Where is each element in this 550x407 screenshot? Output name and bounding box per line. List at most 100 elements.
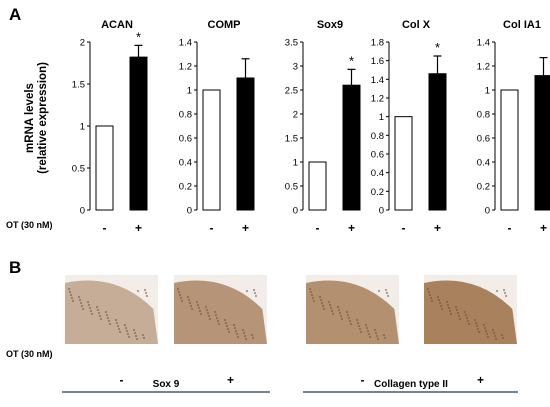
y-tick-label: 0 [379, 206, 384, 217]
cell-dot [115, 321, 119, 325]
y-tick-label: 1.4 [179, 38, 192, 49]
histology-image-1 [65, 275, 158, 344]
image-condition-label: + [477, 373, 484, 387]
y-tick-label: 0 [293, 206, 298, 217]
y-tick-label: 0.2 [477, 182, 490, 193]
cell-dot [382, 333, 386, 337]
y-tick-label: 0.5 [285, 182, 298, 193]
cell-dot [373, 328, 377, 332]
cell-dot [346, 313, 350, 317]
chart-3: Sox9 0 0.5 1 1.5 2 2.5 3 3.5 - * + [285, 19, 361, 235]
histology-image-4 [424, 275, 517, 344]
x-tick-label: - [210, 221, 214, 235]
cell-dot [123, 323, 127, 327]
cell-dot [338, 311, 342, 315]
y-tick-label: 1.4 [477, 38, 490, 49]
cell-dot [491, 328, 495, 332]
cell-dot [77, 295, 81, 299]
y-tick-label: 1 [379, 112, 384, 123]
cell-dot [329, 306, 333, 310]
bar-control [202, 89, 221, 211]
x-tick-label: + [434, 221, 441, 235]
cell-dot [366, 329, 370, 333]
significance-marker: * [136, 29, 141, 44]
cell-dot [475, 324, 479, 328]
treatment-label-a: OT (30 nM) [6, 220, 53, 230]
cell-dot [143, 288, 147, 292]
chart-5: Col IA1 0 0.2 0.4 0.6 0.8 1 1.2 1.4 - + [477, 19, 550, 235]
y-tick-label: 1.5 [285, 134, 298, 145]
cell-dot [178, 293, 182, 297]
cell-dot [207, 314, 211, 318]
x-tick-label: + [540, 221, 547, 235]
y-tick-label: 1.6 [371, 56, 384, 67]
cell-dot [357, 324, 361, 328]
cell-dot [476, 327, 480, 331]
cell-dot [227, 330, 231, 334]
cell-dot [253, 291, 257, 295]
cell-dot [465, 316, 469, 320]
cell-dot [376, 337, 380, 341]
cell-dot [186, 295, 190, 299]
y-axis-title-line1: mRNA levels [24, 83, 36, 153]
image-condition-label: - [120, 373, 124, 387]
cell-dot [477, 330, 481, 334]
x-tick-label: - [316, 221, 320, 235]
cell-dot [251, 336, 255, 340]
group-label-sox9: Sox 9 [153, 379, 180, 390]
cell-dot [439, 304, 443, 308]
y-tick-label: 0.8 [477, 110, 490, 121]
cell-dot [97, 311, 101, 315]
cell-dot [198, 309, 202, 313]
y-tick-label: 0.4 [371, 168, 384, 179]
significance-marker: * [349, 53, 354, 68]
cell-dot [133, 331, 137, 335]
cell-dot [68, 290, 72, 294]
cell-dot [234, 329, 238, 333]
cell-dot [71, 299, 75, 303]
cell-dot [455, 308, 459, 312]
cell-dot [466, 319, 470, 323]
cell-dot [108, 322, 112, 326]
cell-dot [445, 300, 449, 304]
cell-dot [215, 316, 219, 320]
cell-dot [141, 333, 145, 337]
cell-dot [208, 317, 212, 321]
y-axis-title-line2: (relative expression) [37, 62, 49, 174]
y-tick-label: 1.8 [371, 38, 384, 49]
cell-dot [67, 287, 71, 291]
cell-dot [504, 294, 508, 298]
cell-dot [187, 298, 191, 302]
y-tick-label: 1 [485, 86, 490, 97]
cell-dot [145, 294, 149, 298]
cell-dot [348, 319, 352, 323]
cell-dot [180, 299, 184, 303]
cell-dot [242, 331, 246, 335]
cell-dot [86, 300, 90, 304]
bar-control [95, 125, 114, 211]
cell-dot [104, 310, 108, 314]
cell-dot [500, 333, 504, 337]
cell-dot [375, 334, 379, 338]
y-tick-label: 1.2 [371, 94, 384, 105]
y-tick-label: 3.5 [285, 38, 298, 49]
cell-dot [494, 337, 498, 341]
cell-dot [177, 290, 181, 294]
cell-dot [449, 312, 453, 316]
bar-control [500, 89, 519, 211]
y-tick-label: 0 [80, 206, 85, 217]
cell-dot [78, 298, 82, 302]
cell-dot [365, 326, 369, 330]
cell-dot [503, 291, 507, 295]
cell-dot [105, 313, 109, 317]
cell-dot [144, 291, 148, 295]
cell-dot [438, 301, 442, 305]
y-tick-label: 2 [293, 110, 298, 121]
cell-dot [245, 289, 249, 293]
cell-dot [347, 316, 351, 320]
cell-dot [106, 316, 110, 320]
cell-dot [374, 331, 378, 335]
bar-treated [236, 77, 255, 211]
cell-dot [309, 290, 313, 294]
x-tick-label: + [135, 221, 142, 235]
